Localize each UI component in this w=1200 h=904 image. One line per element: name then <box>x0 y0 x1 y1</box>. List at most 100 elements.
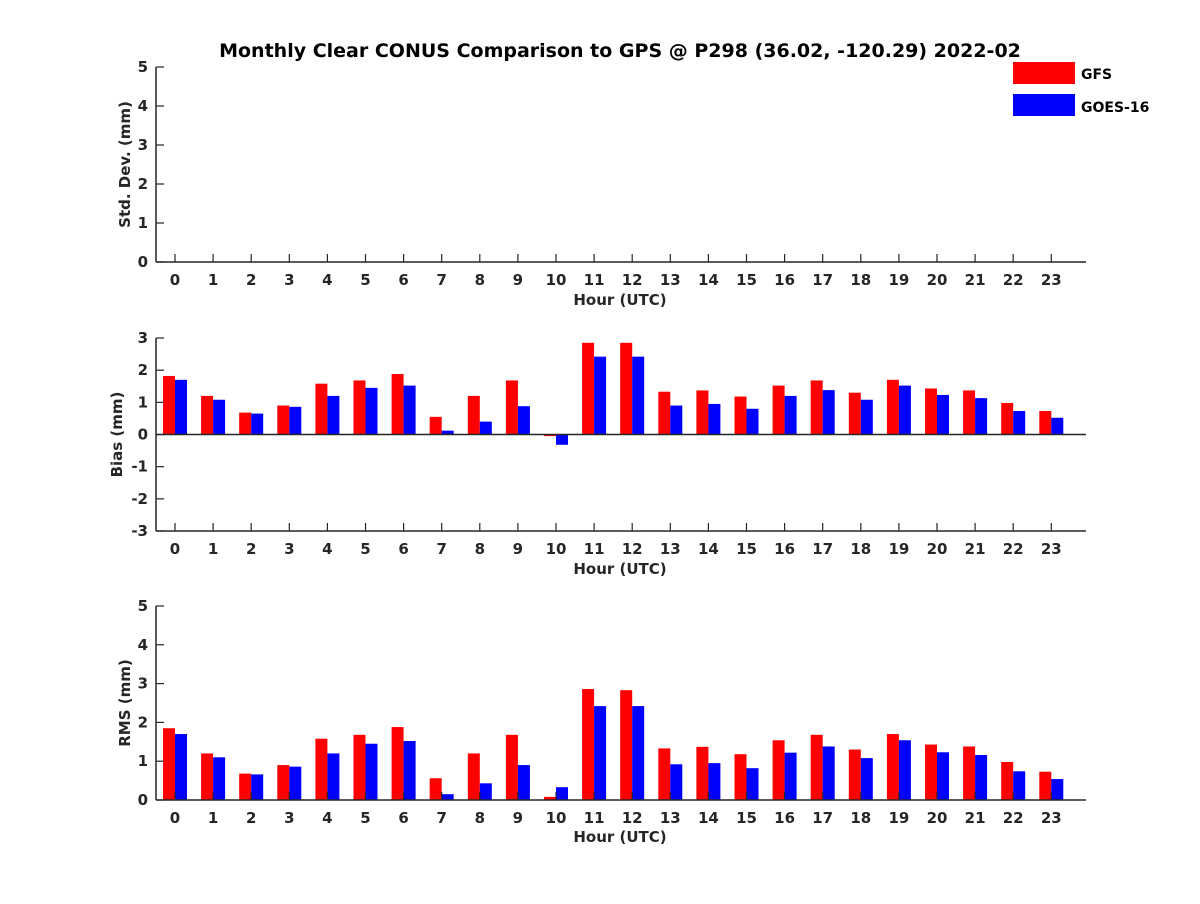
bar-gfs-hour-18 <box>848 392 861 435</box>
bar-gfs-hour-17 <box>810 380 823 435</box>
bar-gfs-hour-11 <box>582 342 595 435</box>
bar-goes16-hour-10 <box>556 787 568 800</box>
x-tick-label: 17 <box>812 809 833 827</box>
bar-goes16-hour-23 <box>1051 417 1064 435</box>
bar-goes16-hour-1 <box>213 757 226 800</box>
bar-goes16-hour-13 <box>670 764 683 800</box>
bar-gfs-hour-23 <box>1039 411 1052 435</box>
x-tick-label: 12 <box>622 271 643 289</box>
y-tick-label: 5 <box>138 597 148 615</box>
x-tick-label: 20 <box>927 271 948 289</box>
bar-gfs-hour-20 <box>925 388 937 435</box>
y-tick-label: 1 <box>138 752 148 770</box>
bar-goes16-hour-20 <box>937 752 949 800</box>
bar-gfs-hour-6 <box>391 374 404 435</box>
x-tick-label: 9 <box>513 809 523 827</box>
x-tick-label: 4 <box>322 540 332 558</box>
x-tick-label: 8 <box>475 809 485 827</box>
bar-goes16-hour-6 <box>403 741 416 800</box>
bar-gfs-hour-12 <box>620 342 633 435</box>
x-tick-label: 21 <box>965 809 986 827</box>
x-tick-label: 1 <box>208 271 218 289</box>
bar-goes16-hour-19 <box>898 385 911 435</box>
x-tick-label: 13 <box>660 540 681 558</box>
legend-swatch-gfs <box>1013 62 1075 84</box>
x-tick-label: 7 <box>436 540 446 558</box>
bar-goes16-hour-6 <box>403 385 416 435</box>
x-tick-label: 5 <box>360 540 370 558</box>
x-tick-label: 8 <box>475 540 485 558</box>
y-tick-label: 1 <box>138 214 148 232</box>
bar-gfs-hour-10 <box>544 796 556 800</box>
x-tick-label: 11 <box>584 540 605 558</box>
x-tick-label: 6 <box>398 809 408 827</box>
bar-goes16-hour-20 <box>937 394 949 435</box>
x-tick-label: 4 <box>322 809 332 827</box>
x-tick-label: 6 <box>398 271 408 289</box>
x-tick-label: 13 <box>660 809 681 827</box>
x-tick-label: 2 <box>246 809 256 827</box>
x-tick-label: 15 <box>736 271 757 289</box>
y-tick-label: -3 <box>131 522 148 540</box>
bar-goes16-hour-3 <box>289 766 302 800</box>
x-tick-label: 23 <box>1041 271 1062 289</box>
x-tick-label: 0 <box>170 809 180 827</box>
bar-gfs-hour-10 <box>544 434 556 437</box>
bar-gfs-hour-22 <box>1001 402 1014 435</box>
x-tick-label: 6 <box>398 540 408 558</box>
bar-goes16-hour-9 <box>517 765 530 800</box>
bar-gfs-hour-7 <box>429 416 442 435</box>
bar-goes16-hour-15 <box>746 408 759 435</box>
x-tick-label: 3 <box>284 809 294 827</box>
x-tick-label: 1 <box>208 809 218 827</box>
bar-gfs-hour-21 <box>963 390 976 435</box>
y-tick-label: 2 <box>138 713 148 731</box>
x-tick-label: 18 <box>850 540 871 558</box>
x-tick-label: 7 <box>436 271 446 289</box>
x-tick-label: 14 <box>698 271 719 289</box>
bar-goes16-hour-2 <box>251 774 264 800</box>
y-tick-label: 5 <box>138 58 148 76</box>
y-axis-label: RMS (mm) <box>116 659 134 746</box>
bar-gfs-hour-2 <box>239 773 252 800</box>
legend-label-goes16: GOES-16 <box>1081 100 1149 116</box>
bar-gfs-hour-9 <box>505 734 518 800</box>
x-tick-label: 19 <box>888 271 909 289</box>
bar-goes16-hour-3 <box>289 406 302 435</box>
bar-gfs-hour-19 <box>886 379 899 435</box>
x-tick-label: 0 <box>170 271 180 289</box>
y-tick-label: 3 <box>138 329 148 347</box>
bar-goes16-hour-5 <box>365 743 378 800</box>
bar-goes16-hour-0 <box>175 734 187 800</box>
bar-goes16-hour-16 <box>784 752 797 800</box>
x-tick-label: 17 <box>812 540 833 558</box>
y-tick-label: 0 <box>138 426 148 444</box>
bar-goes16-hour-1 <box>213 399 226 435</box>
y-tick-label: 3 <box>138 675 148 693</box>
bar-goes16-hour-21 <box>975 398 988 435</box>
x-tick-label: 5 <box>360 271 370 289</box>
bar-goes16-hour-21 <box>975 754 988 800</box>
bar-goes16-hour-4 <box>327 753 340 800</box>
bar-gfs-hour-8 <box>467 395 480 435</box>
legend-label-gfs: GFS <box>1081 67 1112 83</box>
bar-gfs-hour-3 <box>277 405 290 435</box>
x-tick-label: 18 <box>850 809 871 827</box>
legend-swatch-goes16 <box>1013 94 1075 116</box>
bar-goes16-hour-12 <box>632 356 645 435</box>
x-tick-label: 1 <box>208 540 218 558</box>
x-tick-label: 3 <box>284 540 294 558</box>
x-tick-label: 16 <box>774 271 795 289</box>
x-tick-label: 16 <box>774 540 795 558</box>
y-axis-label: Std. Dev. (mm) <box>116 101 134 228</box>
bar-gfs-hour-15 <box>734 754 747 800</box>
x-tick-label: 23 <box>1041 809 1062 827</box>
bar-gfs-hour-23 <box>1039 771 1052 800</box>
bar-gfs-hour-1 <box>201 753 214 800</box>
bar-gfs-hour-4 <box>315 383 328 435</box>
bar-goes16-hour-0 <box>175 379 187 435</box>
